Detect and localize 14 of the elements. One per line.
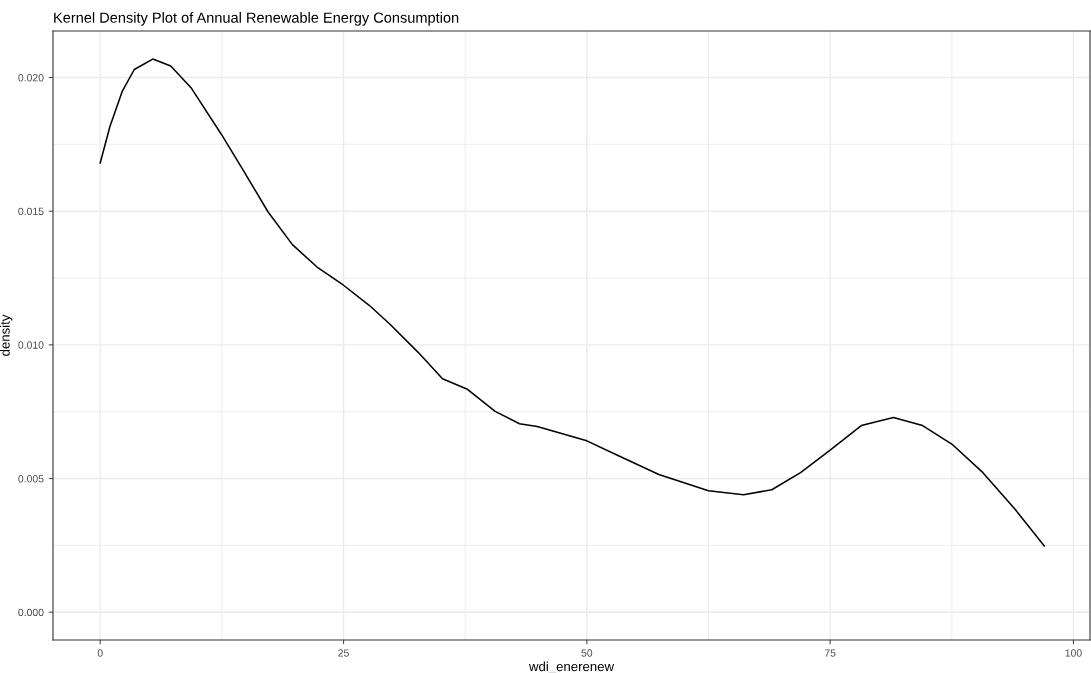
x-axis-title: wdi_enerenew [528,661,615,673]
y-tick-label: 0.010 [18,341,44,349]
x-tick-label: 100 [1065,649,1082,657]
x-tick-label: 50 [581,649,593,657]
y-tick-label: 0.020 [18,74,44,82]
x-tick-label: 0 [97,649,103,657]
x-tick-label: 75 [824,649,836,657]
y-tick-label: 0.015 [18,207,44,216]
x-tick-label: 25 [338,649,349,657]
y-tick-label: 0.005 [18,475,44,483]
chart-title: Kernel Density Plot of Annual Renewable Energy Consumption [54,12,459,26]
y-axis-title: density [0,314,13,356]
line-series [99,58,1046,547]
y-tick-label: 0.000 [18,608,44,617]
